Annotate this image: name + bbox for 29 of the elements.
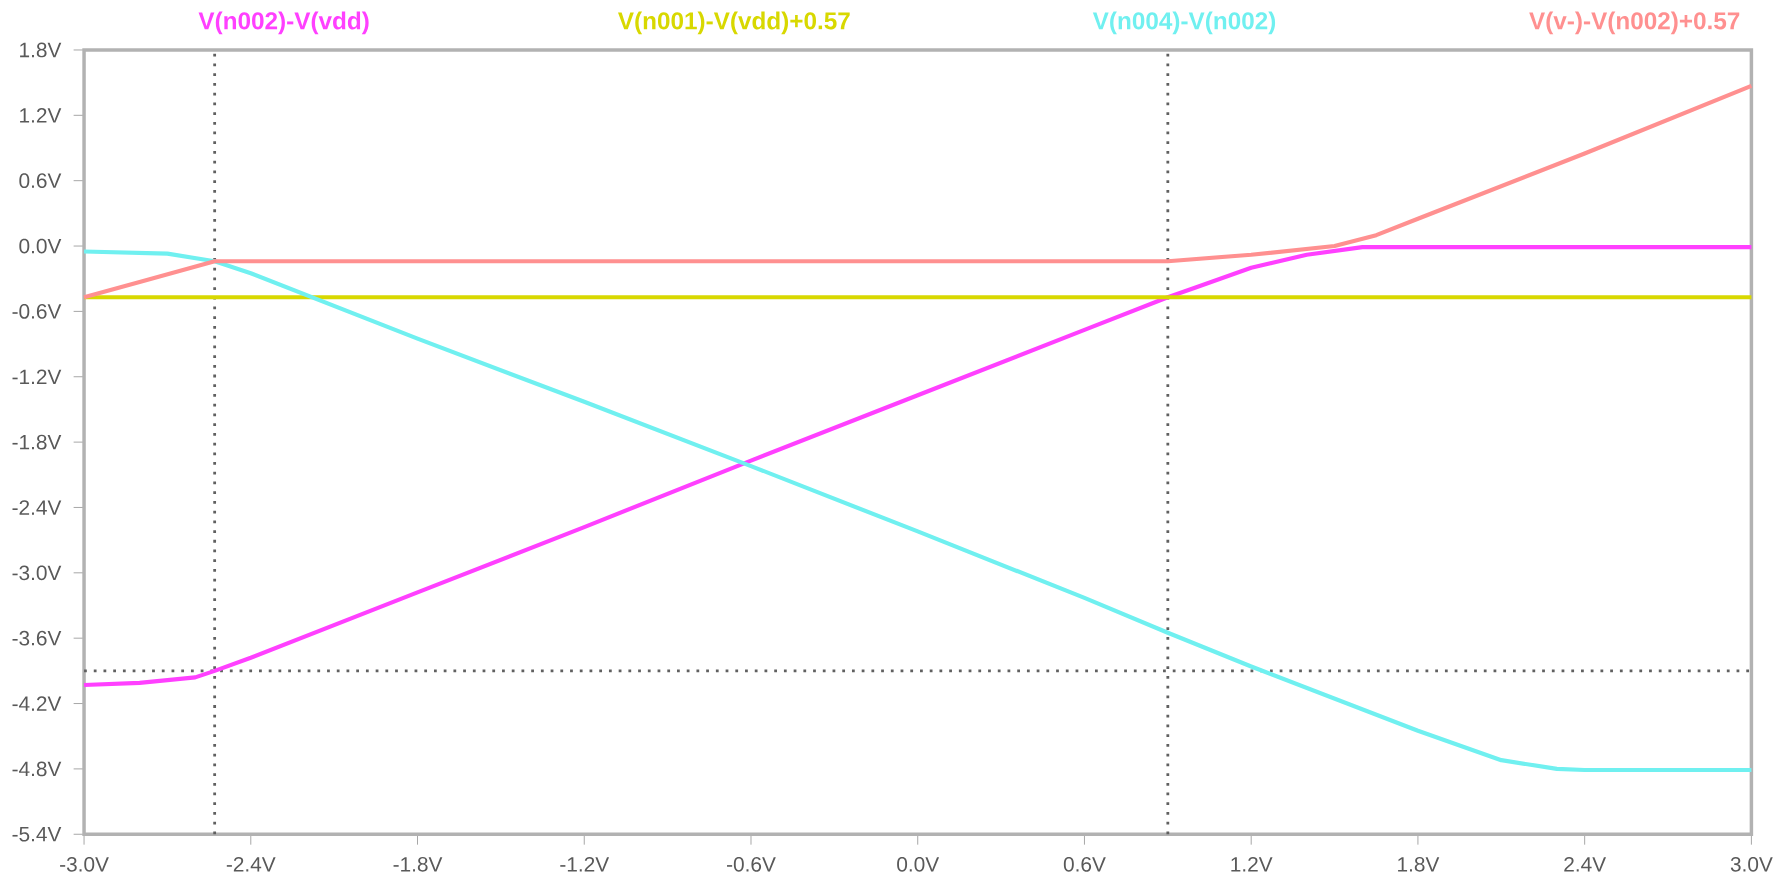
- y-tick-label: 0.0V: [19, 238, 62, 254]
- x-tick-label: 3.0V: [1730, 856, 1773, 872]
- text: V(n001)-V(vdd)+0.57: [618, 11, 850, 35]
- x-tick-label: 0.0V: [897, 856, 940, 872]
- y-tick-label: -0.6V: [12, 303, 62, 319]
- x-tick-label: -1.2V: [560, 856, 610, 872]
- line-series: [81, 249, 1754, 772]
- y-tick-label: -4.2V: [12, 696, 62, 711]
- x-tick-label: 1.2V: [1231, 856, 1273, 872]
- text: V(n004)-V(n002): [1092, 11, 1276, 35]
- x-tick-label: -1.8V: [393, 856, 443, 872]
- x-tick-label: 2.4V: [1564, 856, 1607, 872]
- y-tick-label: -2.4V: [12, 500, 62, 515]
- y-tick-label: 0.6V: [19, 173, 62, 188]
- x-tick-label: -3.0V: [60, 856, 109, 872]
- y-tick-label: -1.8V: [12, 434, 62, 450]
- x-tick-label: -0.6V: [727, 856, 776, 872]
- y-tick-label: 1.2V: [20, 107, 62, 123]
- text: V(n002)-V(vdd): [198, 11, 369, 35]
- x-tick-label: 1.8V: [1398, 856, 1440, 872]
- y-tick-label: -4.8V: [12, 761, 62, 777]
- y-tick-label: -3.6V: [12, 630, 62, 646]
- y-tick-label: 1.8V: [20, 42, 62, 58]
- x-tick-label: 0.6V: [1063, 856, 1106, 872]
- text: V(v-)-V(n002)+0.57: [1529, 11, 1740, 35]
- x-tick-label: -2.4V: [226, 856, 276, 872]
- y-tick-label: -1.2V: [12, 369, 62, 384]
- y-tick-label: -3.0V: [12, 565, 62, 581]
- y-tick-label: -5.4V: [12, 826, 62, 842]
